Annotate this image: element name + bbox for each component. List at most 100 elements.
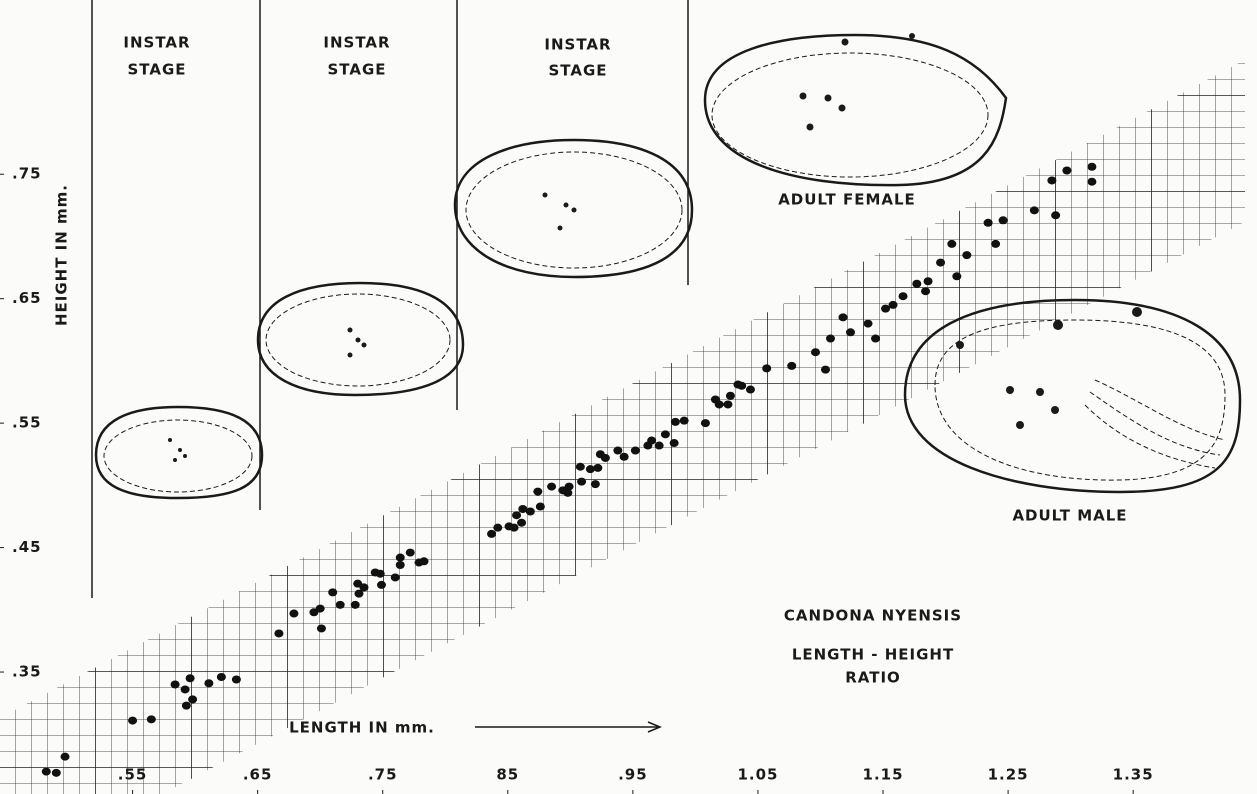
data-point [846, 328, 855, 336]
data-point [316, 605, 325, 613]
data-point [715, 400, 724, 408]
data-point [671, 418, 680, 426]
shell-adult-female [705, 33, 1006, 185]
data-point [591, 480, 600, 488]
data-point [565, 483, 574, 491]
data-point [336, 601, 345, 609]
data-point [947, 240, 956, 248]
data-point [1051, 211, 1060, 219]
y-tick-label: .55 [12, 414, 42, 432]
y-axis-label: HEIGHT IN mm. [53, 184, 71, 326]
data-point [188, 695, 197, 703]
data-point [317, 624, 326, 632]
annotation: INSTAR [323, 34, 390, 52]
data-point [396, 554, 405, 562]
data-point [936, 259, 945, 267]
data-point [661, 430, 670, 438]
data-point [328, 588, 337, 596]
data-point [1062, 166, 1071, 174]
data-point [42, 768, 51, 776]
data-point [1047, 176, 1056, 184]
data-point [864, 320, 873, 328]
x-tick-label: .55 [118, 766, 148, 784]
annotation: INSTAR [544, 36, 611, 54]
data-point [536, 503, 545, 511]
data-point [181, 685, 190, 693]
data-point [921, 287, 930, 295]
data-point [723, 400, 732, 408]
data-point [839, 313, 848, 321]
data-point [533, 488, 542, 496]
data-point [232, 676, 241, 684]
shell-instar-3 [455, 140, 692, 277]
shell-instar-1 [96, 407, 262, 498]
data-point [576, 463, 585, 471]
data-point [391, 573, 400, 581]
data-point [351, 601, 360, 609]
data-point [680, 417, 689, 425]
data-point [984, 219, 993, 227]
data-point [274, 629, 283, 637]
data-point [762, 364, 771, 372]
data-point [871, 335, 880, 343]
data-point [912, 280, 921, 288]
data-point [204, 679, 213, 687]
data-point [701, 419, 710, 427]
data-point [420, 557, 429, 565]
x-axis-label: LENGTH IN mm. [289, 719, 435, 737]
data-point [147, 715, 156, 723]
x-tick-label: 1.15 [863, 766, 904, 784]
data-point [737, 382, 746, 390]
chart: LENGTH IN mm. HEIGHT IN mm. .55 .65 .75 85.… [0, 0, 1257, 794]
data-point [586, 465, 595, 473]
data-point [952, 272, 961, 280]
data-point [128, 717, 137, 725]
x-tick-label: .75 [368, 766, 398, 784]
annotation: LENGTH - HEIGHT [792, 646, 954, 664]
data-point [647, 437, 656, 445]
data-point [889, 301, 898, 309]
data-point [1030, 206, 1039, 214]
data-point [962, 251, 971, 259]
data-point [821, 366, 830, 374]
data-point [1087, 163, 1096, 171]
data-point [517, 519, 526, 527]
data-point [217, 673, 226, 681]
data-point [999, 216, 1008, 224]
data-point [289, 610, 298, 618]
data-point [631, 447, 640, 455]
annotation: RATIO [845, 669, 901, 687]
data-point [182, 702, 191, 710]
data-point [61, 753, 70, 761]
annotation: STAGE [127, 61, 186, 79]
data-point [899, 292, 908, 300]
x-tick-label: 1.25 [988, 766, 1029, 784]
annotation: ADULT MALE [1012, 507, 1127, 525]
annotation: INSTAR [123, 34, 190, 52]
data-point [493, 524, 502, 532]
y-tick-label: .65 [12, 289, 42, 307]
data-point [526, 507, 535, 515]
data-point [620, 453, 629, 461]
data-point [787, 362, 796, 370]
data-point [811, 348, 820, 356]
x-tick-label: .65 [243, 766, 273, 784]
data-point [826, 335, 835, 343]
data-point [670, 439, 679, 447]
data-point [487, 530, 496, 538]
data-point [547, 483, 556, 491]
data-point [991, 240, 1000, 248]
x-tick-label: 85 [496, 766, 519, 784]
data-point [924, 277, 933, 285]
data-point [396, 561, 405, 569]
x-tick-label: 1.05 [737, 766, 778, 784]
data-point [377, 581, 386, 589]
data-point [52, 769, 61, 777]
data-point [655, 442, 664, 450]
data-point [726, 392, 735, 400]
data-point [746, 386, 755, 394]
x-tick-label: 1.35 [1113, 766, 1154, 784]
data-point [359, 583, 368, 591]
data-point [577, 478, 586, 486]
annotation: STAGE [327, 61, 386, 79]
